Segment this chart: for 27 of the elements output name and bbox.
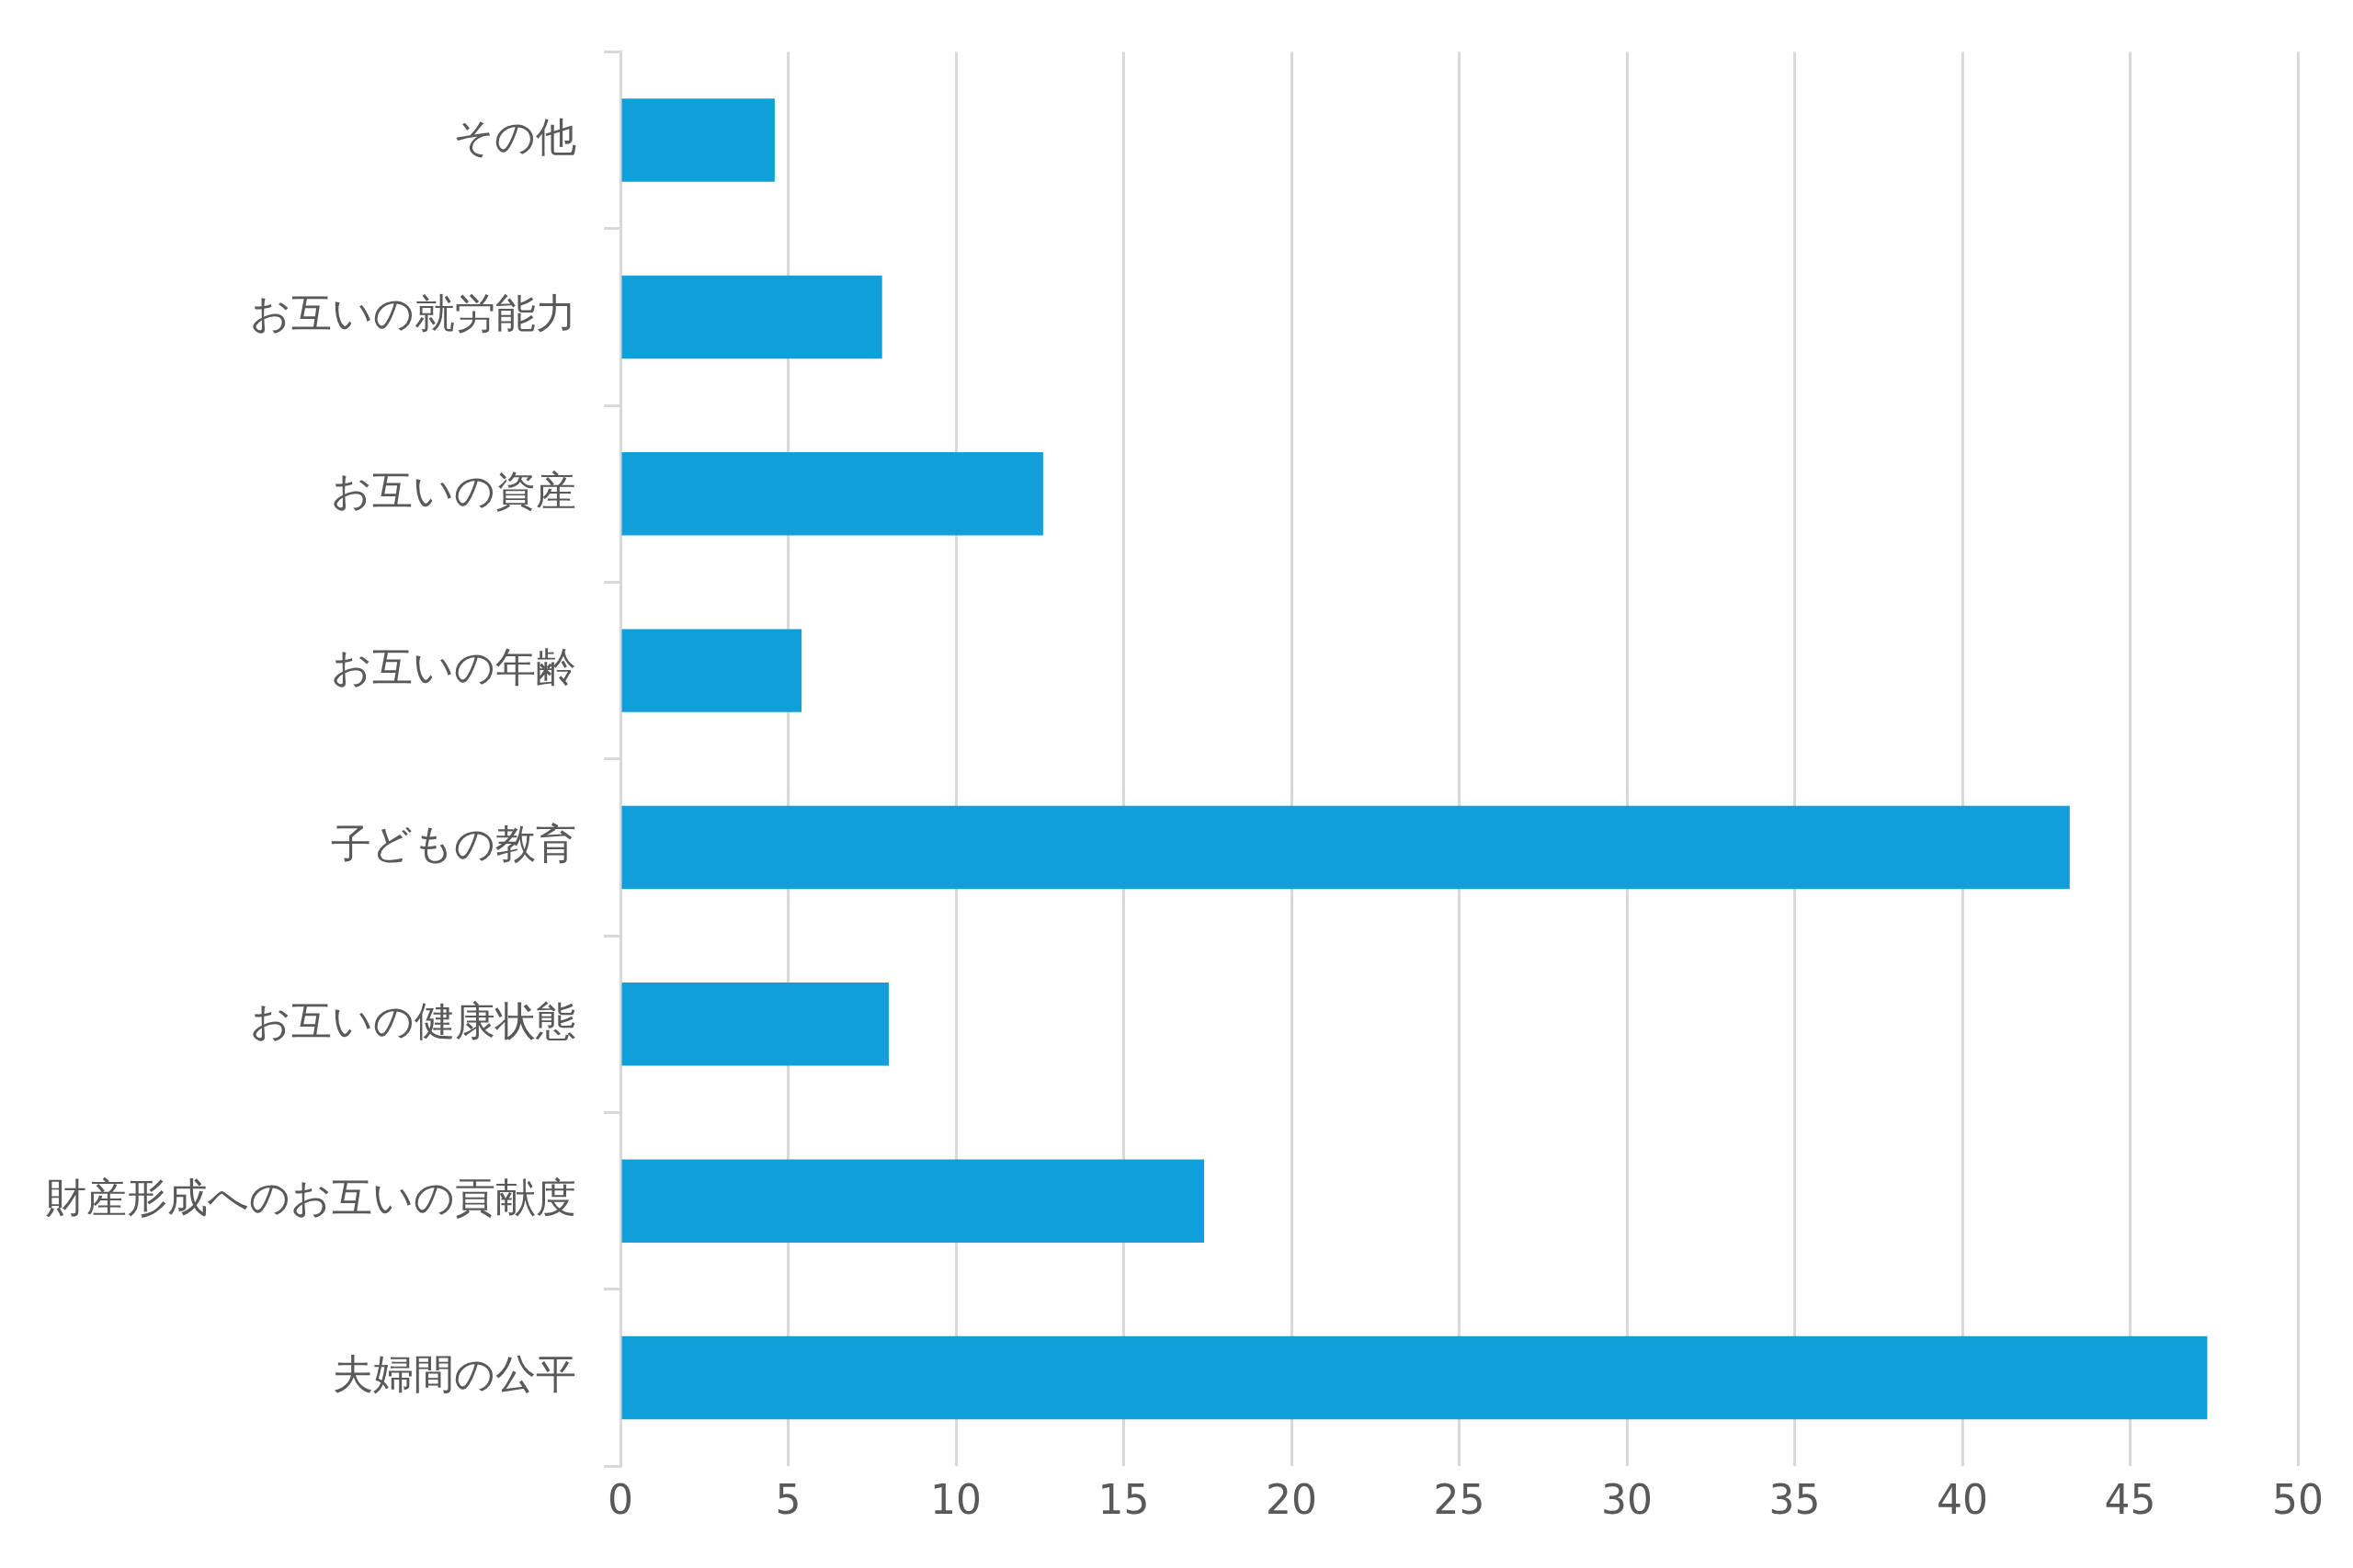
y-tick-label: お互いの健康状態 (250, 996, 576, 1044)
bar (621, 983, 889, 1066)
y-tick-label: その他 (453, 113, 576, 161)
x-tick-label: 45 (2104, 1476, 2156, 1524)
bar (621, 629, 802, 712)
bar (621, 452, 1043, 536)
x-tick-label: 30 (1601, 1476, 1653, 1524)
bar (621, 98, 775, 182)
x-tick-label: 0 (608, 1476, 633, 1524)
bar (621, 1335, 2208, 1420)
x-tick-label: 50 (2272, 1476, 2324, 1524)
y-tick-label: 子どもの教育 (331, 820, 576, 868)
x-tick-label: 25 (1433, 1476, 1485, 1524)
y-tick-label: お互いの就労能力 (250, 290, 576, 337)
x-tick-label: 20 (1266, 1476, 1317, 1524)
bar (621, 275, 882, 359)
y-tick-label: お互いの資産 (331, 466, 576, 514)
x-tick-label: 5 (775, 1476, 801, 1524)
y-tick-label: お互いの年齢 (331, 643, 576, 691)
x-tick-label: 10 (930, 1476, 982, 1524)
bar (621, 1159, 1205, 1243)
y-tick-label: 夫婦間の公平 (333, 1350, 576, 1398)
bar (621, 805, 2070, 890)
x-tick-label: 40 (1937, 1476, 1988, 1524)
x-tick-label: 35 (1768, 1476, 1821, 1524)
y-tick-label: 財産形成へのお互いの貢献度 (46, 1174, 576, 1221)
x-tick-label: 15 (1097, 1476, 1150, 1524)
